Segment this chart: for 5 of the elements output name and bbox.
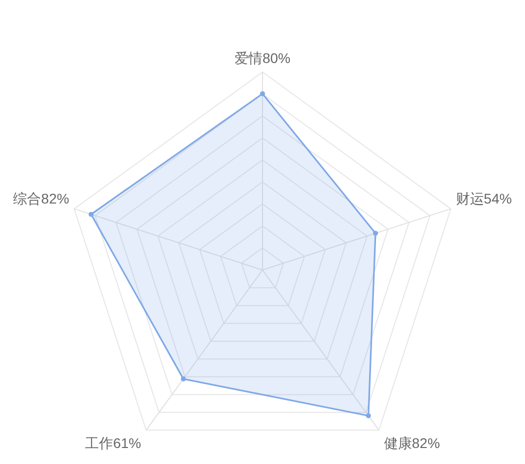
- spoke-label: 工作61%: [85, 435, 142, 452]
- spoke-label: 财运54%: [456, 190, 512, 206]
- spoke-label: 爱情80%: [234, 50, 291, 66]
- spoke-label: 健康82%: [384, 435, 440, 452]
- spoke-label: 综合82%: [13, 190, 70, 206]
